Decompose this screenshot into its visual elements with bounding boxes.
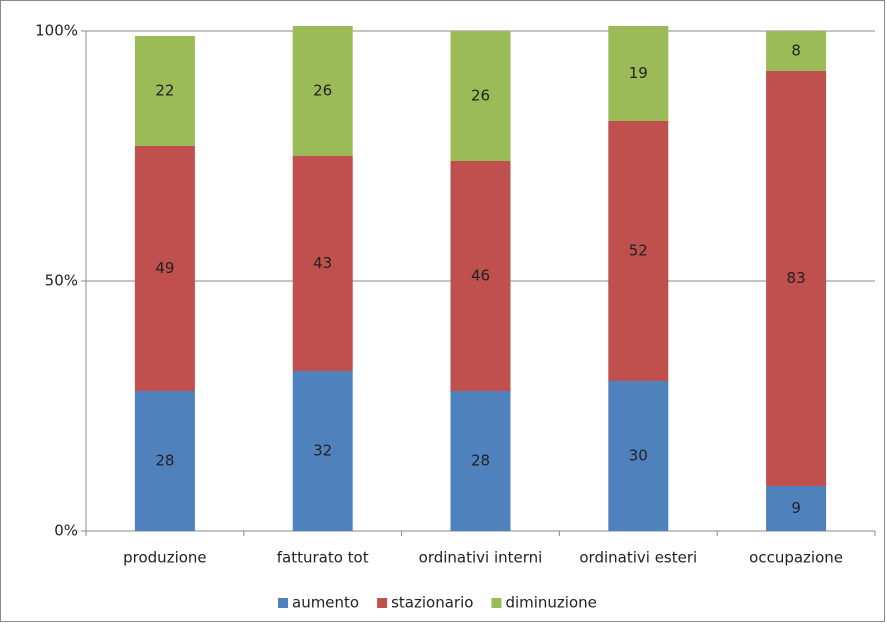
data-label: 26 bbox=[313, 82, 332, 100]
x-tick-label: produzione bbox=[123, 549, 207, 567]
data-label: 19 bbox=[629, 64, 648, 82]
bar-segment bbox=[766, 486, 827, 531]
data-label: 30 bbox=[629, 447, 648, 465]
data-label: 46 bbox=[471, 267, 490, 285]
bar-segment bbox=[292, 371, 353, 531]
legend-swatch bbox=[491, 598, 502, 608]
bar-segment bbox=[450, 391, 511, 531]
bar-segment bbox=[292, 156, 353, 371]
legend-swatch bbox=[377, 598, 388, 608]
data-label: 28 bbox=[155, 452, 174, 470]
data-label: 43 bbox=[313, 254, 332, 272]
legend-label: aumento bbox=[292, 594, 359, 612]
bar-segment bbox=[608, 121, 669, 381]
x-tick-label: fatturato tot bbox=[277, 549, 369, 567]
bar-segment bbox=[450, 161, 511, 391]
data-label: 22 bbox=[155, 82, 174, 100]
legend-label: diminuzione bbox=[505, 594, 596, 612]
bar-segment bbox=[608, 381, 669, 531]
bar-segment bbox=[766, 31, 827, 71]
bar-segment bbox=[450, 31, 511, 161]
x-tick-label: occupazione bbox=[749, 549, 843, 567]
bar-segment bbox=[134, 391, 195, 531]
y-tick-label: 100% bbox=[35, 22, 78, 40]
bar-segment bbox=[608, 26, 669, 121]
bar-segment bbox=[292, 26, 353, 156]
y-tick-label: 50% bbox=[45, 272, 78, 290]
y-tick-label: 0% bbox=[54, 522, 78, 540]
bar-segment bbox=[134, 146, 195, 391]
data-label: 52 bbox=[629, 242, 648, 260]
legend-swatch bbox=[278, 598, 288, 608]
data-label: 26 bbox=[471, 87, 490, 105]
data-label: 9 bbox=[791, 499, 801, 517]
x-tick-label: ordinativi interni bbox=[419, 549, 543, 567]
data-label: 32 bbox=[313, 442, 332, 460]
bar-segment bbox=[766, 71, 827, 486]
data-label: 83 bbox=[787, 269, 806, 287]
data-label: 49 bbox=[155, 259, 174, 277]
x-tick-label: ordinativi esteri bbox=[579, 549, 697, 567]
data-label: 28 bbox=[471, 452, 490, 470]
legend-label: stazionario bbox=[391, 594, 473, 612]
data-label: 8 bbox=[791, 42, 801, 60]
bar-segment bbox=[134, 36, 195, 146]
